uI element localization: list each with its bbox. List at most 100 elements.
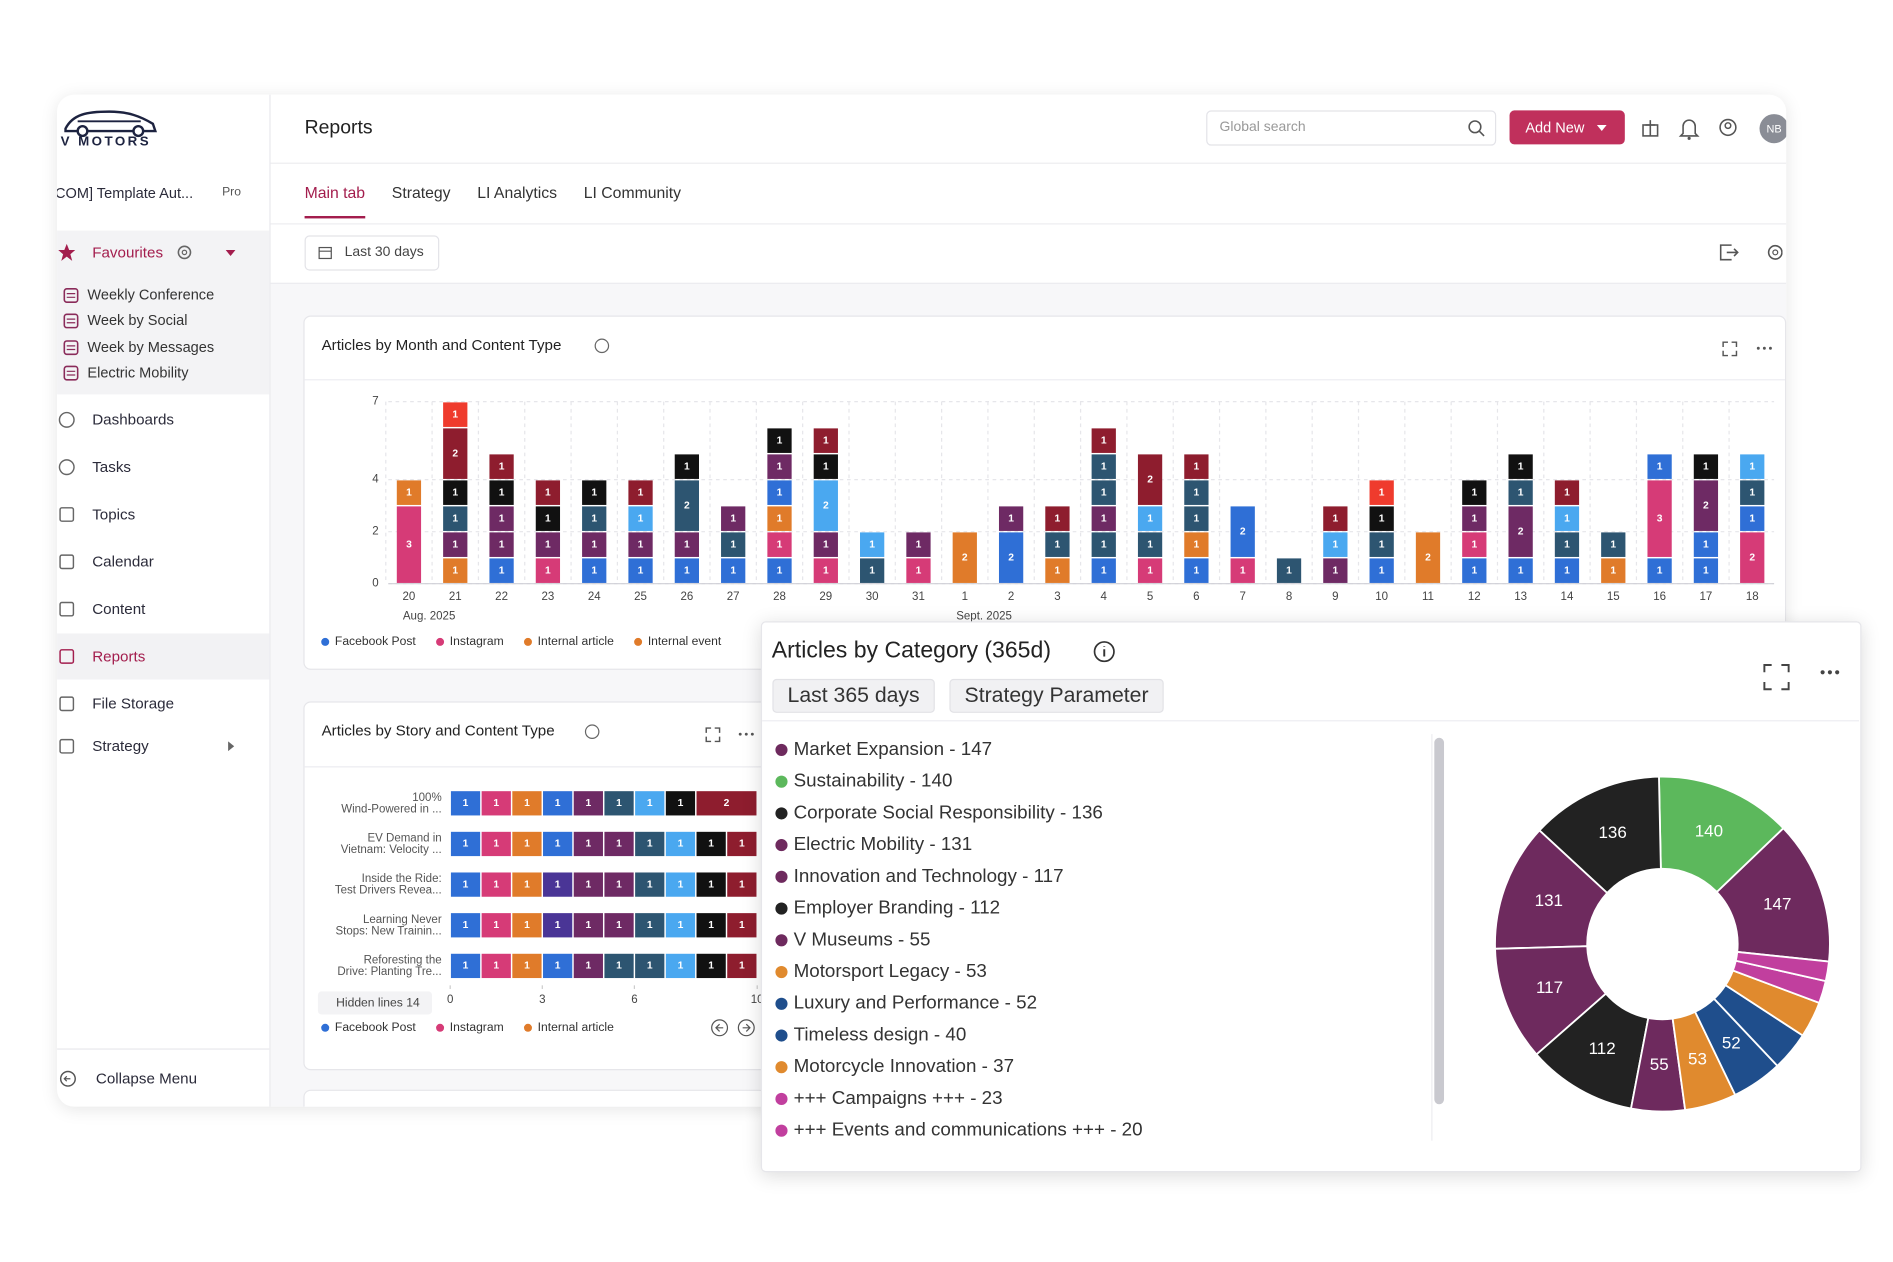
tab[interactable]: LI Community — [583, 183, 682, 202]
legend-label[interactable]: Timeless design - 40 — [794, 1023, 967, 1044]
pager-button[interactable] — [711, 1019, 729, 1037]
row-label: Reforesting the — [364, 955, 442, 967]
nav-item[interactable]: Content — [57, 586, 269, 632]
expand-icon[interactable] — [705, 727, 721, 743]
search-box[interactable]: Global search — [1206, 110, 1497, 146]
filter-chip[interactable] — [949, 678, 1164, 713]
more-icon[interactable] — [738, 732, 742, 736]
legend-label[interactable]: +++ Events and communications +++ - 20 — [794, 1119, 1143, 1140]
bar-segment — [1508, 480, 1533, 505]
header-icons — [1642, 118, 1737, 140]
info-icon[interactable] — [1093, 641, 1115, 663]
segment-label: 1 — [463, 961, 469, 972]
favourite-item[interactable]: Week by Messages — [87, 338, 215, 356]
nav-item[interactable]: File Storage — [57, 681, 269, 727]
legend-label[interactable]: Employer Branding - 112 — [794, 897, 1001, 918]
x-tick-label: 6 — [1193, 591, 1199, 603]
legend-label[interactable]: Facebook Post — [335, 1020, 417, 1034]
legend-label[interactable]: Market Expansion - 147 — [794, 738, 993, 759]
legend-label[interactable]: Luxury and Performance - 52 — [794, 992, 1037, 1013]
tab[interactable]: Main tab — [304, 183, 366, 219]
info-icon[interactable] — [594, 338, 610, 354]
bar-segment — [674, 532, 699, 557]
workspace[interactable]: [COM] Template Aut... — [57, 184, 194, 202]
more-icon[interactable] — [750, 732, 754, 736]
nav-item[interactable]: Strategy — [57, 723, 269, 769]
scrollbar[interactable] — [1434, 737, 1445, 1105]
bar-segment — [906, 532, 931, 557]
filter-chip[interactable] — [772, 678, 935, 713]
segment-label: 1 — [555, 798, 561, 809]
bar-segment — [512, 872, 542, 897]
segment-label: 1 — [555, 961, 561, 972]
segment-label: 1 — [585, 920, 591, 931]
hidden-lines[interactable]: Hidden lines 14 — [336, 996, 420, 1010]
collapse-menu[interactable]: Collapse Menu — [95, 1070, 198, 1088]
legend-label[interactable]: Instagram — [450, 1020, 504, 1034]
segment-label: 2 — [452, 448, 458, 459]
segment-label: 1 — [1703, 461, 1709, 472]
date-filter[interactable]: Last 30 days — [304, 235, 440, 271]
legend-label[interactable]: Internal event — [648, 634, 722, 648]
segment-label: 1 — [684, 461, 690, 472]
bar-segment — [696, 872, 726, 897]
expand-icon[interactable] — [1763, 664, 1790, 691]
segment-label: 1 — [739, 879, 745, 890]
bar-segment — [1091, 454, 1116, 479]
tab[interactable]: Strategy — [391, 183, 451, 202]
legend-label[interactable]: Internal article — [538, 1020, 614, 1034]
x-tick-label: 14 — [1561, 591, 1574, 603]
bar-segment — [604, 953, 634, 979]
segment-label: 1 — [545, 565, 551, 576]
legend-label[interactable]: Motorsport Legacy - 53 — [794, 960, 987, 981]
row-label: Test Drivers Revea... — [335, 885, 442, 897]
nav-item[interactable]: Topics — [57, 491, 269, 537]
legend-dot — [775, 1092, 788, 1106]
hidden-lines-box[interactable] — [317, 991, 432, 1015]
bar-segment — [1091, 428, 1116, 453]
more-icon[interactable] — [744, 732, 748, 736]
expand-icon[interactable] — [1722, 341, 1738, 357]
legend-label[interactable]: Facebook Post — [335, 634, 417, 648]
chart: Articles by Category (365d) Last 365 day… — [762, 637, 1860, 1141]
icon-shape — [58, 411, 75, 428]
x-tick-label: 6 — [631, 994, 637, 1006]
pager-button[interactable] — [737, 1019, 755, 1037]
favourite-item[interactable]: Electric Mobility — [87, 363, 189, 381]
more-icon[interactable] — [1768, 346, 1772, 350]
favourite-item[interactable]: Weekly Conference — [87, 286, 215, 304]
segment-label: 2 — [1147, 474, 1153, 485]
legend-label[interactable]: V Museums - 55 — [794, 928, 931, 949]
segment-label: 1 — [499, 513, 505, 524]
tab[interactable]: LI Analytics — [477, 183, 558, 202]
legend-label[interactable]: Corporate Social Responsibility - 136 — [794, 801, 1103, 822]
legend-label[interactable]: Electric Mobility - 131 — [794, 833, 973, 854]
bar-segment — [396, 506, 422, 583]
favourite-item[interactable]: Week by Social — [87, 312, 188, 330]
info-icon[interactable] — [584, 724, 600, 739]
avatar[interactable]: NB — [1759, 114, 1787, 144]
favourites-title[interactable]: Favourites — [92, 243, 164, 261]
more-icon[interactable] — [1820, 670, 1840, 675]
bar-segment — [665, 872, 696, 897]
segment-label: 1 — [638, 487, 644, 498]
legend-label[interactable]: Motorcycle Innovation - 37 — [794, 1055, 1014, 1076]
nav-item[interactable]: Reports — [57, 633, 270, 680]
bar-segment — [604, 913, 634, 938]
add-new-button[interactable]: Add New — [1509, 110, 1625, 145]
legend-label[interactable]: Instagram — [450, 634, 504, 648]
legend-label[interactable]: +++ Campaigns +++ - 23 — [794, 1087, 1003, 1108]
nav-item[interactable]: Tasks — [57, 444, 269, 490]
bar-segment — [1415, 532, 1441, 583]
segment-label: 1 — [1286, 565, 1292, 576]
bar-segment — [573, 913, 603, 938]
nav-item[interactable]: Calendar — [57, 539, 269, 585]
nav-item[interactable]: Dashboards — [57, 397, 269, 443]
more-icon[interactable] — [1756, 346, 1760, 350]
legend-label[interactable]: Sustainability - 140 — [794, 770, 953, 791]
segment-label: 1 — [730, 565, 736, 576]
legend-label[interactable]: Innovation and Technology - 117 — [794, 865, 1064, 886]
more-icon[interactable] — [1762, 346, 1766, 350]
legend-label[interactable]: Internal article — [538, 634, 614, 648]
icon-shape — [63, 339, 79, 355]
